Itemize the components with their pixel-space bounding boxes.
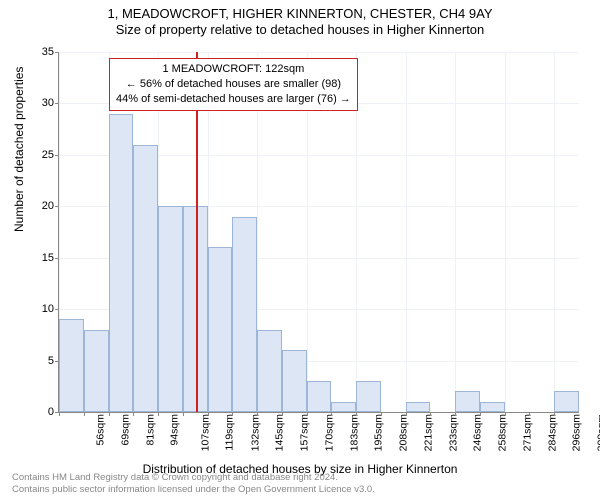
histogram-bar: [208, 247, 233, 412]
page-title-sub: Size of property relative to detached ho…: [0, 22, 600, 37]
property-callout: 1 MEADOWCROFT: 122sqm← 56% of detached h…: [109, 58, 358, 111]
x-tick-label: 233sqm: [447, 414, 459, 451]
x-tick-label: 56sqm: [95, 414, 107, 446]
x-tick-label: 170sqm: [323, 414, 335, 451]
x-tick-label: 94sqm: [169, 414, 181, 446]
histogram-bar: [455, 391, 480, 412]
histogram-bar: [554, 391, 579, 412]
x-tick-label: 271sqm: [521, 414, 533, 451]
callout-line1: 1 MEADOWCROFT: 122sqm: [116, 62, 351, 77]
histogram-bar: [84, 330, 109, 412]
page-title-address: 1, MEADOWCROFT, HIGHER KINNERTON, CHESTE…: [0, 6, 600, 21]
histogram-bar: [232, 217, 257, 412]
histogram-bar: [480, 402, 505, 412]
histogram-bar: [331, 402, 356, 412]
y-tick-label: 15: [24, 252, 54, 264]
y-tick-label: 10: [24, 303, 54, 315]
histogram-bar: [133, 145, 158, 412]
y-tick-label: 30: [24, 97, 54, 109]
x-tick-label: 195sqm: [373, 414, 385, 451]
y-tick-label: 35: [24, 46, 54, 58]
x-tick-label: 183sqm: [348, 414, 360, 451]
x-tick-label: 132sqm: [249, 414, 261, 451]
histogram-bar: [282, 350, 307, 412]
x-tick-label: 208sqm: [398, 414, 410, 451]
callout-line2: ← 56% of detached houses are smaller (98…: [116, 77, 351, 92]
y-tick-label: 25: [24, 149, 54, 161]
histogram-chart: 0510152025303556sqm69sqm81sqm94sqm107sqm…: [58, 52, 579, 413]
x-tick-label: 296sqm: [571, 414, 583, 451]
y-tick-label: 0: [24, 406, 54, 418]
histogram-bar: [307, 381, 332, 412]
footer-attribution: Contains HM Land Registry data © Crown c…: [0, 472, 600, 496]
histogram-bar: [356, 381, 381, 412]
y-tick-label: 5: [24, 355, 54, 367]
x-tick-label: 119sqm: [223, 414, 235, 451]
x-tick-label: 69sqm: [119, 414, 131, 446]
x-tick-label: 145sqm: [274, 414, 286, 451]
x-tick-label: 81sqm: [144, 414, 156, 446]
x-tick-label: 309sqm: [596, 414, 600, 451]
histogram-bar: [109, 114, 134, 412]
x-tick-label: 246sqm: [472, 414, 484, 451]
footer-line2: Contains public sector information licen…: [12, 484, 600, 496]
y-tick-label: 20: [24, 200, 54, 212]
footer-line1: Contains HM Land Registry data © Crown c…: [12, 472, 600, 484]
x-tick-label: 157sqm: [298, 414, 310, 451]
x-tick-label: 107sqm: [199, 414, 211, 451]
callout-line3: 44% of semi-detached houses are larger (…: [116, 92, 351, 107]
histogram-bar: [158, 206, 183, 412]
histogram-bar: [406, 402, 431, 412]
x-tick-label: 284sqm: [546, 414, 558, 451]
x-tick-label: 258sqm: [497, 414, 509, 451]
histogram-bar: [59, 319, 84, 412]
x-tick-label: 221sqm: [422, 414, 434, 451]
histogram-bar: [257, 330, 282, 412]
